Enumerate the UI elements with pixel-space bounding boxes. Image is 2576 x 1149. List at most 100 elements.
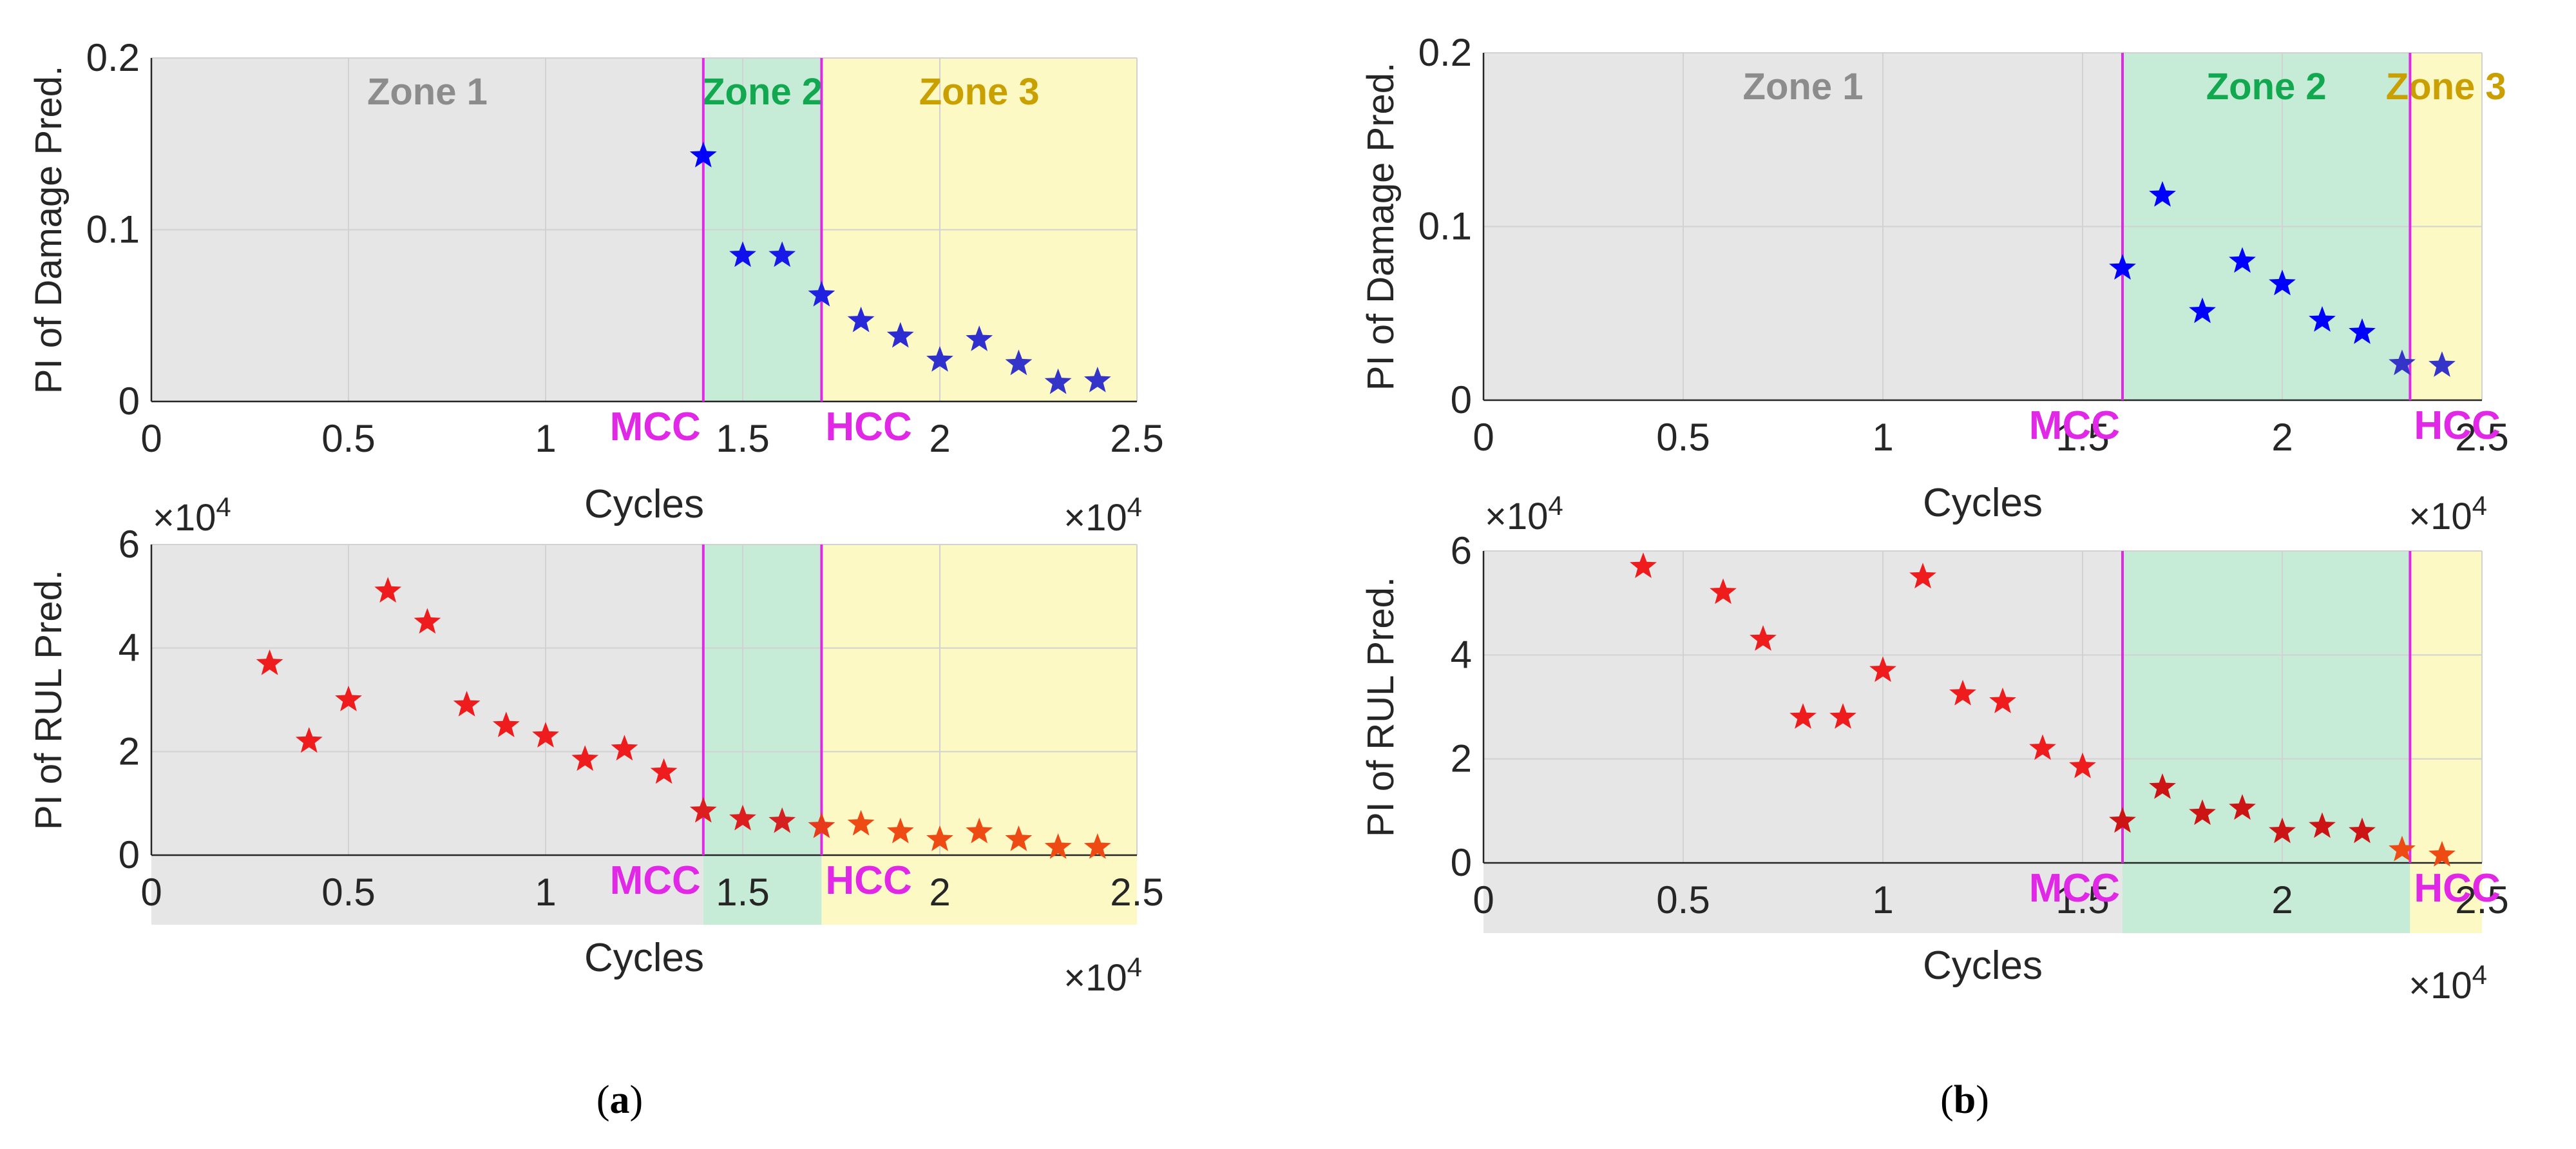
rul-star-point — [335, 686, 362, 711]
hcc-label: HCC — [2414, 403, 2500, 448]
x-tick-label: 2.5 — [2455, 878, 2508, 922]
hcc-label: HCC — [825, 405, 911, 449]
rul-star-point — [729, 804, 756, 831]
damage-star-point — [729, 241, 756, 267]
rul-star-point — [414, 608, 441, 634]
rul-star-point — [374, 577, 402, 603]
rul-star-point — [2389, 835, 2416, 862]
x-axis-label: Cycles — [1923, 943, 2043, 988]
rul-star-point — [1789, 703, 1817, 729]
damage-chart-b: Zone 1 Zone 2 Zone 3 0 0.5 1 1.5 2 2.5 0 0.1 0.2 MCC… — [1360, 31, 2509, 537]
hcc-label: HCC — [2414, 866, 2500, 911]
zone-2-label: Zone 2 — [702, 71, 823, 113]
panel-a: Zone 1 Zone 2 Zone 3 0 0.5 1 1.5 2 2.5 0 0.1 0.2 MCC… — [28, 36, 1164, 999]
damage-star-point — [2109, 254, 2136, 280]
rul-star-point — [768, 807, 796, 833]
rul-star-point — [1083, 833, 1111, 859]
y-tick-label: 0.1 — [86, 208, 140, 251]
rul-star-point — [256, 649, 283, 675]
rul-star-point — [611, 735, 638, 761]
x-axis-label: Cycles — [584, 936, 704, 980]
zone-3-label: Zone 3 — [2386, 66, 2506, 108]
x-tick-label: 2.5 — [2455, 416, 2508, 459]
zone-1-label: Zone 1 — [1743, 66, 1864, 108]
x-exponent-label: ×104 — [1064, 492, 1142, 539]
y-tick-label: 0 — [119, 833, 140, 876]
rul-star-point — [2029, 734, 2056, 760]
x-tick-label: 0.5 — [1656, 878, 1710, 922]
rul-chart-a: 0 0.5 1 1.5 2 2.5 0 2 4 6 MCC HCC Cycles PI of RUL Pr… — [28, 523, 1164, 999]
x-tick-label: 1 — [535, 871, 556, 914]
zone-1-band — [151, 545, 703, 925]
rul-star-point — [1829, 703, 1856, 729]
damage-star-point — [847, 306, 875, 333]
x-tick-label: 1.5 — [2056, 416, 2109, 459]
damage-star-point — [2428, 351, 2456, 377]
x-tick-label: 0 — [1473, 416, 1494, 459]
rul-star-point — [571, 745, 599, 771]
mcc-label: MCC — [2029, 403, 2120, 448]
damage-star-point — [886, 322, 914, 348]
x-tick-label: 1.5 — [716, 871, 769, 914]
rul-star-point — [492, 711, 520, 737]
x-tick-label: 2 — [2271, 416, 2293, 459]
x-tick-label: 2 — [2271, 878, 2293, 922]
zone-3-band — [821, 545, 1137, 925]
y-tick-label: 6 — [1451, 529, 1472, 572]
damage-star-point — [2149, 181, 2176, 207]
rul-star-point — [926, 825, 953, 851]
x-tick-label: 1 — [1872, 416, 1893, 459]
x-axis-label: Cycles — [584, 482, 704, 526]
damage-chart-a: Zone 1 Zone 2 Zone 3 0 0.5 1 1.5 2 2.5 0 0.1 0.2 MCC… — [28, 36, 1164, 539]
zone-1-band — [1484, 551, 2123, 933]
rul-star-point — [2229, 794, 2256, 820]
zone-2-label: Zone 2 — [2206, 66, 2327, 108]
damage-star-point — [1005, 349, 1033, 376]
rul-star-point — [1909, 563, 1936, 589]
x-tick-label: 1 — [1872, 878, 1893, 922]
x-tick-label: 0.5 — [321, 871, 375, 914]
x-tick-label: 0.5 — [321, 417, 375, 460]
zone-3-band — [2410, 551, 2482, 933]
x-tick-label: 0 — [140, 417, 162, 460]
zone-1-label: Zone 1 — [367, 71, 488, 113]
rul-star-point — [295, 727, 323, 753]
hcc-label: HCC — [825, 858, 911, 903]
rul-star-point — [650, 758, 678, 784]
y-tick-label: 2 — [1451, 737, 1472, 780]
rul-star-point — [2149, 773, 2176, 799]
y-tick-label: 0 — [1451, 841, 1472, 884]
rul-star-point — [1044, 833, 1072, 859]
rul-star-point — [808, 812, 835, 838]
rul-star-point — [1005, 825, 1033, 851]
damage-star-point — [2229, 247, 2256, 273]
damage-star-point — [2309, 306, 2336, 332]
y-tick-label: 0.2 — [86, 36, 140, 79]
x-tick-label: 0 — [1473, 878, 1494, 922]
x-tick-label: 2 — [929, 417, 950, 460]
rul-star-point — [2309, 812, 2336, 838]
rul-star-point — [1869, 656, 1896, 682]
y-tick-label: 0.1 — [1418, 205, 1472, 248]
y-tick-label: 4 — [1451, 633, 1472, 676]
rul-star-point — [1630, 552, 1657, 578]
damage-star-point — [926, 346, 953, 372]
x-tick-label: 0.5 — [1656, 416, 1710, 459]
y-axis-label: PI of RUL Pred. — [1360, 577, 1402, 837]
rul-star-point — [1989, 687, 2016, 713]
y-tick-label: 2 — [119, 729, 140, 773]
y-tick-label: 6 — [119, 523, 140, 566]
y-axis-label: PI of RUL Pred. — [28, 570, 70, 830]
rul-star-point — [1949, 679, 1976, 706]
x-axis-label: Cycles — [1923, 481, 2043, 525]
x-exponent-label: ×104 — [2409, 960, 2487, 1007]
rul-star-point — [886, 817, 914, 844]
rul-star-point — [689, 797, 717, 823]
y-exponent-label: ×104 — [153, 492, 231, 539]
x-tick-label: 1.5 — [716, 417, 769, 460]
y-axis-label: PI of Damage Pred. — [1360, 63, 1402, 391]
y-axis-label: PI of Damage Pred. — [28, 66, 70, 394]
damage-star-point — [808, 280, 835, 307]
rul-star-point — [2349, 817, 2376, 844]
rul-star-point — [1710, 578, 1737, 604]
